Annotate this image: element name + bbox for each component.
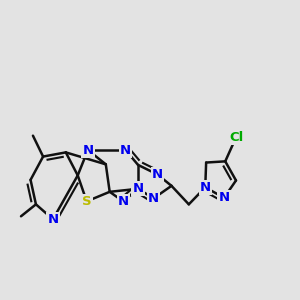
Text: N: N — [133, 182, 144, 195]
Text: N: N — [82, 143, 94, 157]
Text: N: N — [118, 195, 129, 208]
Text: N: N — [152, 168, 163, 181]
Text: N: N — [148, 192, 159, 205]
Text: N: N — [200, 181, 211, 194]
Text: S: S — [82, 195, 92, 208]
Text: N: N — [120, 143, 131, 157]
Text: Cl: Cl — [229, 131, 243, 144]
Text: N: N — [218, 191, 230, 204]
Text: N: N — [47, 213, 58, 226]
